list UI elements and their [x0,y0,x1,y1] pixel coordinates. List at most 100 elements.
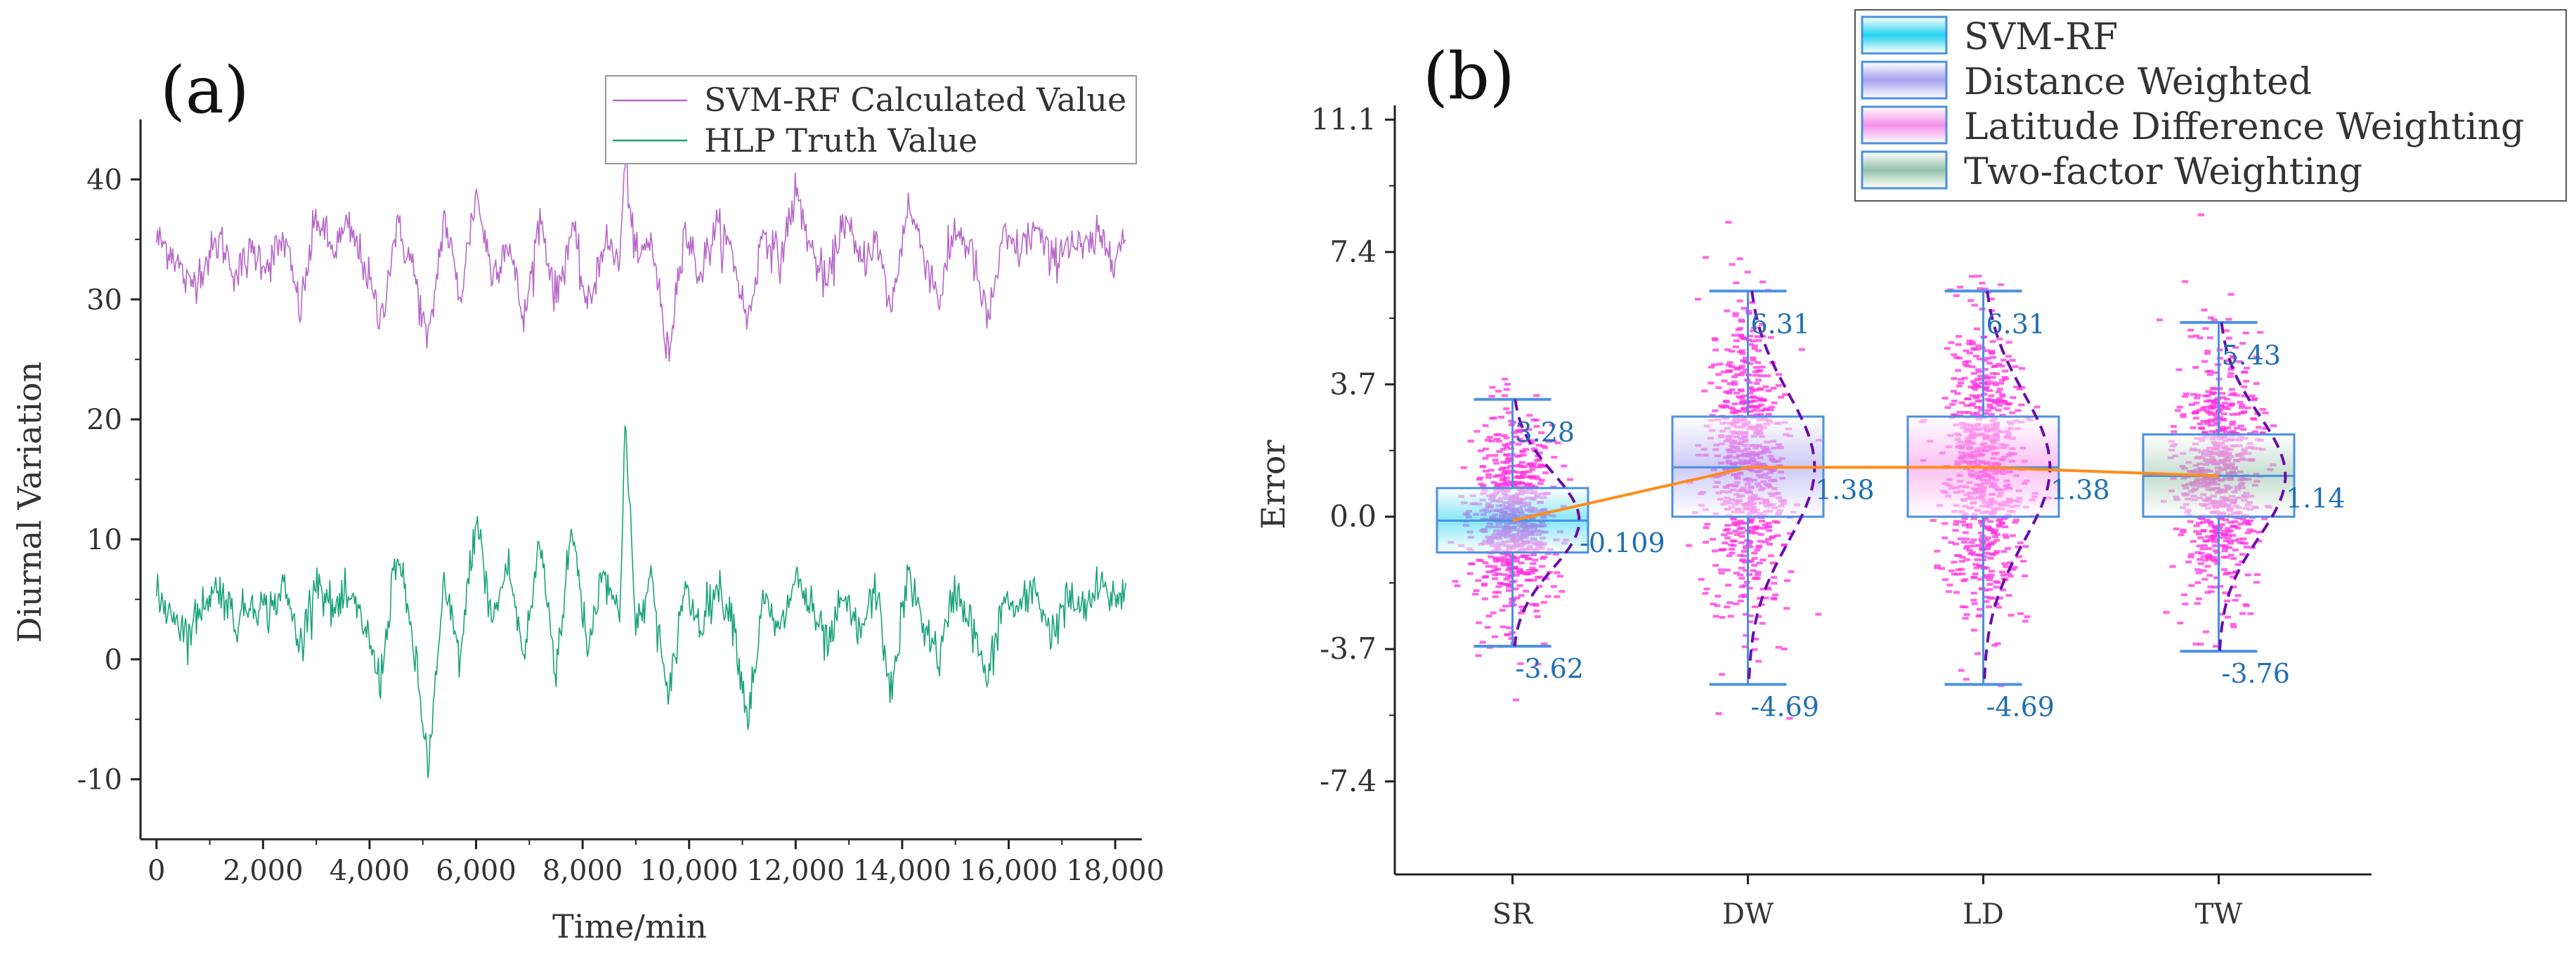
scatter-point [1506,585,1512,589]
scatter-point [1709,414,1716,417]
scatter-point [1963,404,1970,407]
scatter-point [2202,558,2209,562]
scatter-point [1941,396,1949,400]
scatter-point [1781,648,1788,650]
scatter-point [1757,532,1764,536]
scatter-point [1525,483,1532,486]
scatter-point [2000,588,2006,591]
scatter-point [2200,569,2207,572]
scatter-point [1966,549,1973,552]
scatter-point [1775,645,1782,649]
scatter-point [1755,660,1762,663]
scatter-point [1747,395,1754,399]
scatter-point [2019,386,2026,389]
scatter-point [1988,394,1995,398]
scatter-point [1770,386,1777,390]
scatter-point [1977,531,1984,534]
scatter-point [1724,568,1731,572]
scatter-point [1973,566,1980,570]
scatter-point [1736,527,1743,530]
scatter-point [1738,521,1745,525]
scatter-point [1965,411,1972,414]
scatter-point [2218,407,2225,409]
scatter-point [2233,570,2239,574]
scatter-point [1476,621,1483,624]
scatter-point [2195,532,2202,536]
scatter-point [1703,526,1710,530]
scatter-point [1751,344,1758,348]
scatter-point [1759,398,1767,402]
scatter-point [1523,589,1529,593]
scatter-point [2220,396,2227,400]
scatter-point [1946,583,1953,586]
scatter-point [1528,485,1535,487]
scatter-point [2237,541,2244,544]
scatter-point [1996,337,2003,341]
scatter-point [1737,519,1744,523]
scatter-point [1755,546,1762,549]
scatter-point [2224,615,2231,619]
scatter-point [1778,395,1784,399]
scatter-point [1765,522,1772,525]
scatter-point [1516,454,1523,457]
legend-swatch-distance-weighted [1861,60,1948,100]
scatter-point [1759,520,1766,523]
scatter-point [2232,346,2239,349]
scatter-point [1518,465,1526,468]
scatter-point [1987,596,1993,600]
scatter-point [1966,351,1973,355]
scatter-point [1992,528,1999,532]
scatter-point [2190,539,2197,543]
scatter-point [1974,558,1981,561]
scatter-point [2022,575,2029,578]
scatter-point [1495,389,1502,393]
scatter-point [1726,601,1733,605]
scatter-point [1529,567,1536,570]
scatter-point [1720,370,1727,374]
scatter-point [2015,555,2022,558]
scatter-point [2207,585,2214,589]
scatter-point [1754,549,1761,552]
scatter-point [2247,612,2254,615]
scatter-point [1539,565,1546,568]
scatter-point [1728,406,1735,409]
scatter-point [2212,537,2219,541]
scatter-point [2216,416,2223,419]
scatter-point [1508,419,1515,423]
scatter-point [2239,612,2246,615]
scatter-point [1962,578,1969,582]
scatter-point [1754,577,1761,580]
scatter-point [1998,381,2004,385]
scatter-point [1951,353,1958,357]
scatter-point [1959,520,1966,524]
scatter-point [1759,587,1767,591]
scatter-point [1975,370,1982,374]
scatter-point [1741,307,1748,310]
scatter-point [2230,623,2237,626]
panel-b-y-tick-label: 7.4 [1329,235,1377,269]
scatter-point [1504,461,1511,464]
scatter-point [1747,519,1754,523]
scatter-point [2220,536,2227,539]
panel-b-label: (b) [1423,39,1515,114]
scatter-point [1747,526,1754,530]
scatter-point [2256,530,2263,534]
scatter-point [1546,570,1553,574]
scatter-point [2220,419,2227,421]
scatter-point [1982,287,1989,291]
scatter-point [1738,595,1745,598]
scatter-point [1516,438,1523,441]
panel-a-x-tick-label: 12,000 [746,855,845,887]
scatter-point [1724,536,1731,539]
scatter-point [2254,573,2260,577]
scatter-point [1755,379,1762,382]
scatter-point [1963,349,1970,353]
scatter-point [1518,461,1526,464]
scatter-point [1475,654,1482,657]
scatter-point [1738,365,1745,368]
scatter-point [1512,587,1519,591]
panel-a-y-tick-label: 0 [105,644,122,676]
scatter-point [2005,355,2012,358]
scatter-point [1513,435,1520,438]
scatter-point [1549,424,1556,427]
